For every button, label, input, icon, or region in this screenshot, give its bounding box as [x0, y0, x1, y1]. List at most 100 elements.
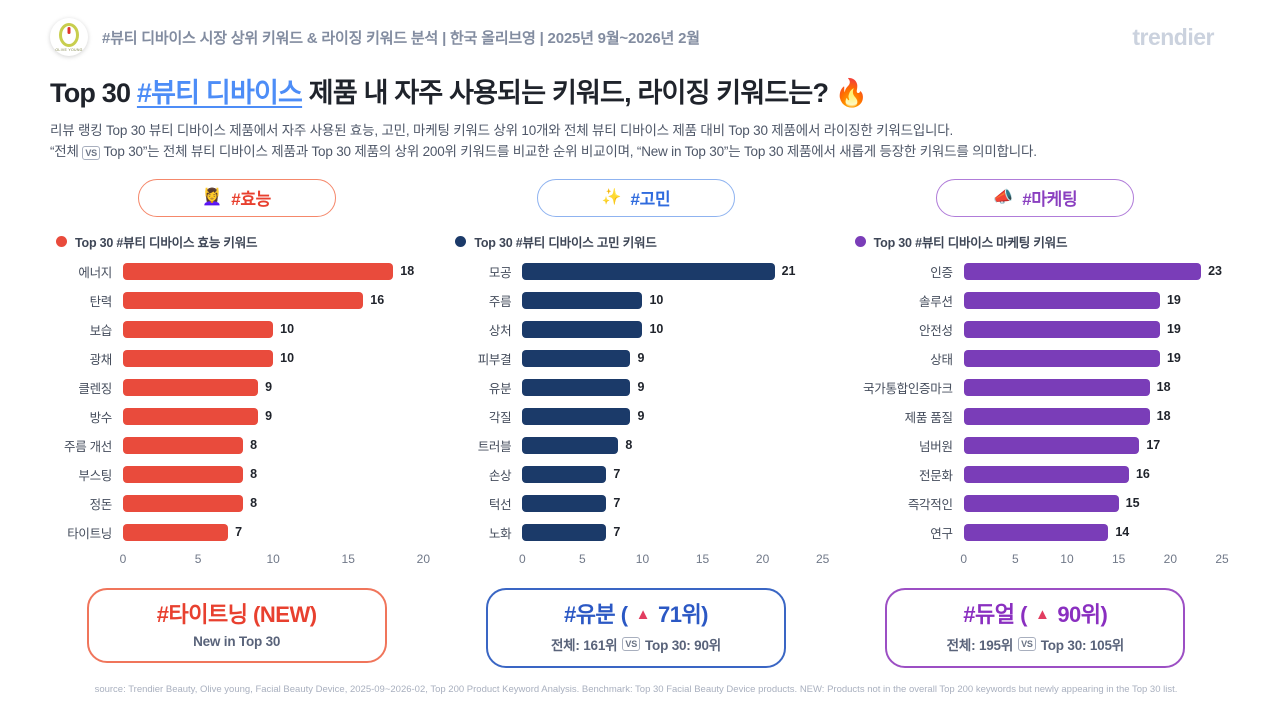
bar-value-label: 8: [250, 496, 258, 511]
bar-value-label: 23: [1208, 264, 1222, 279]
bar-value-label: 18: [1156, 380, 1171, 395]
bar-row: 클렌징 9: [50, 378, 423, 397]
bar-row: 상처 10: [449, 320, 822, 339]
bar-value-label: 14: [1115, 525, 1130, 540]
bar: [963, 378, 1150, 396]
rising-keyword-detail: 전체: 195위 VS Top 30: 105위: [895, 634, 1175, 654]
axis-gutter: [449, 552, 522, 568]
bar-track: 16: [963, 465, 1222, 483]
rising-card-concern: #유분 ( ▲ 71위) 전체: 161위 VS Top 30: 90위: [485, 587, 786, 669]
page-title: Top 30 #뷰티 디바이스 제품 내 자주 사용되는 키워드, 라이징 키워…: [0, 56, 1272, 110]
bar-category-label: 노화: [488, 526, 512, 541]
bar-row: 넘버원 17: [849, 436, 1222, 455]
bar-value-label: 16: [1135, 467, 1150, 482]
bar-value-label: 9: [637, 380, 645, 395]
bar-track: 18: [963, 378, 1222, 396]
bar-value-label: 8: [250, 467, 258, 482]
bar-row: 상태 19: [849, 349, 1222, 368]
bar: [963, 407, 1150, 425]
x-axis-tick: 0: [119, 551, 127, 566]
bar: [123, 494, 244, 512]
bar: [522, 262, 775, 280]
bar-track: 15: [963, 494, 1222, 512]
bar-row: 모공 21: [449, 262, 822, 281]
x-axis-tick: 0: [960, 551, 967, 566]
olive-young-logo-icon: OLIVE YOUNG: [50, 18, 88, 56]
bar-category-label: 턱선: [488, 497, 512, 512]
description-line-1: 리뷰 랭킹 Top 30 뷰티 디바이스 제품에서 자주 사용된 효능, 고민,…: [50, 123, 954, 138]
bar-category-label: 방수: [89, 410, 113, 425]
bar-value-label: 7: [613, 525, 621, 540]
header: OLIVE YOUNG #뷰티 디바이스 시장 상위 키워드 & 라이징 키워드…: [0, 0, 1272, 56]
bar-value-label: 9: [637, 351, 645, 366]
bar: [963, 349, 1160, 367]
bar-value-label: 9: [637, 409, 645, 424]
bar-category-label: 탄력: [89, 294, 113, 309]
bar-track: 9: [522, 407, 822, 425]
bar-category-label: 주름 개선: [64, 439, 112, 454]
bar-row: 턱선 7: [449, 494, 822, 513]
x-axis-ticks: 0 5 10 15 20 25: [518, 551, 829, 568]
bar: [963, 465, 1129, 483]
bar-track: 19: [963, 320, 1222, 338]
bar: [522, 523, 607, 541]
bar-category-label: 연구: [930, 526, 953, 541]
bar-track: 21: [522, 262, 822, 280]
card-title-post: 71위): [657, 601, 709, 627]
bar-value-label: 18: [1156, 409, 1171, 424]
bar-value-label: 10: [649, 293, 664, 308]
bar: [963, 291, 1160, 309]
bar-row: 보습 10: [50, 320, 423, 339]
column-efficacy: 💆‍♀️ #효능 Top 30 #뷰티 디바이스 효능 키워드 에너지 18 탄력 1…: [50, 178, 430, 668]
bar: [123, 465, 244, 483]
card-title-post: 90위): [1057, 601, 1108, 627]
bar-row: 연구 14: [849, 523, 1222, 542]
bar-value-label: 7: [613, 467, 621, 482]
report-subject-line: #뷰티 디바이스 시장 상위 키워드 & 라이징 키워드 분석 | 한국 올리브…: [102, 29, 700, 47]
bar-chart-marketing: 인증 23 솔루션 19 안전성 19 상태 19 국가통합인증마크 18 제품 품질 18 넘버원 17…: [849, 262, 1222, 542]
rising-card-marketing: #듀얼 ( ▲ 90위) 전체: 195위 VS Top 30: 105위: [885, 587, 1186, 669]
x-axis-tick: 20: [416, 551, 431, 566]
x-axis-tick: 15: [1111, 551, 1126, 566]
bar-track: 8: [123, 494, 423, 512]
x-axis-tick: 5: [1011, 551, 1019, 566]
bar-value-label: 10: [280, 322, 295, 337]
legend-dot-icon: [56, 235, 67, 247]
bar-category-label: 정돈: [89, 497, 113, 512]
x-axis-tick: 15: [341, 551, 355, 566]
vs-badge: VS: [82, 145, 100, 160]
pill-label: #효능: [231, 190, 272, 210]
bar: [123, 436, 244, 454]
x-axis-tick: 0: [518, 551, 526, 566]
title-prefix: Top 30: [50, 78, 137, 108]
bar: [963, 262, 1202, 280]
x-axis-tick: 10: [1060, 551, 1074, 566]
bar-value-label: 7: [613, 496, 621, 511]
bar: [522, 291, 643, 309]
bar-value-label: 9: [265, 409, 273, 424]
bar-track: 8: [123, 436, 423, 454]
bar-row: 정돈 8: [50, 494, 423, 513]
bar-row: 피부결 9: [449, 349, 822, 368]
bar-row: 노화 7: [449, 523, 822, 542]
bar: [123, 349, 274, 367]
bar-value-label: 8: [250, 438, 258, 453]
bar: [963, 523, 1109, 541]
pill-efficacy: 💆‍♀️ #효능: [137, 178, 336, 217]
bar-row: 트러블 8: [449, 436, 822, 455]
bar-category-label: 각질: [488, 410, 512, 425]
legend-concern: Top 30 #뷰티 디바이스 고민 키워드: [449, 232, 822, 251]
bar: [963, 436, 1140, 454]
bar-category-label: 트러블: [477, 439, 512, 454]
bar-category-label: 인증: [930, 265, 953, 280]
x-axis-tick: 10: [635, 551, 650, 566]
card-title-pre: #유분 (: [563, 601, 628, 627]
title-highlight: #뷰티 디바이스: [136, 78, 303, 108]
bar-track: 19: [963, 291, 1222, 309]
x-axis-tick: 5: [194, 551, 202, 566]
sparkles-emoji-icon: ✨: [601, 188, 622, 206]
bar-value-label: 19: [1166, 322, 1181, 337]
bar-track: 16: [123, 291, 423, 309]
bar-value-label: 7: [235, 525, 243, 540]
